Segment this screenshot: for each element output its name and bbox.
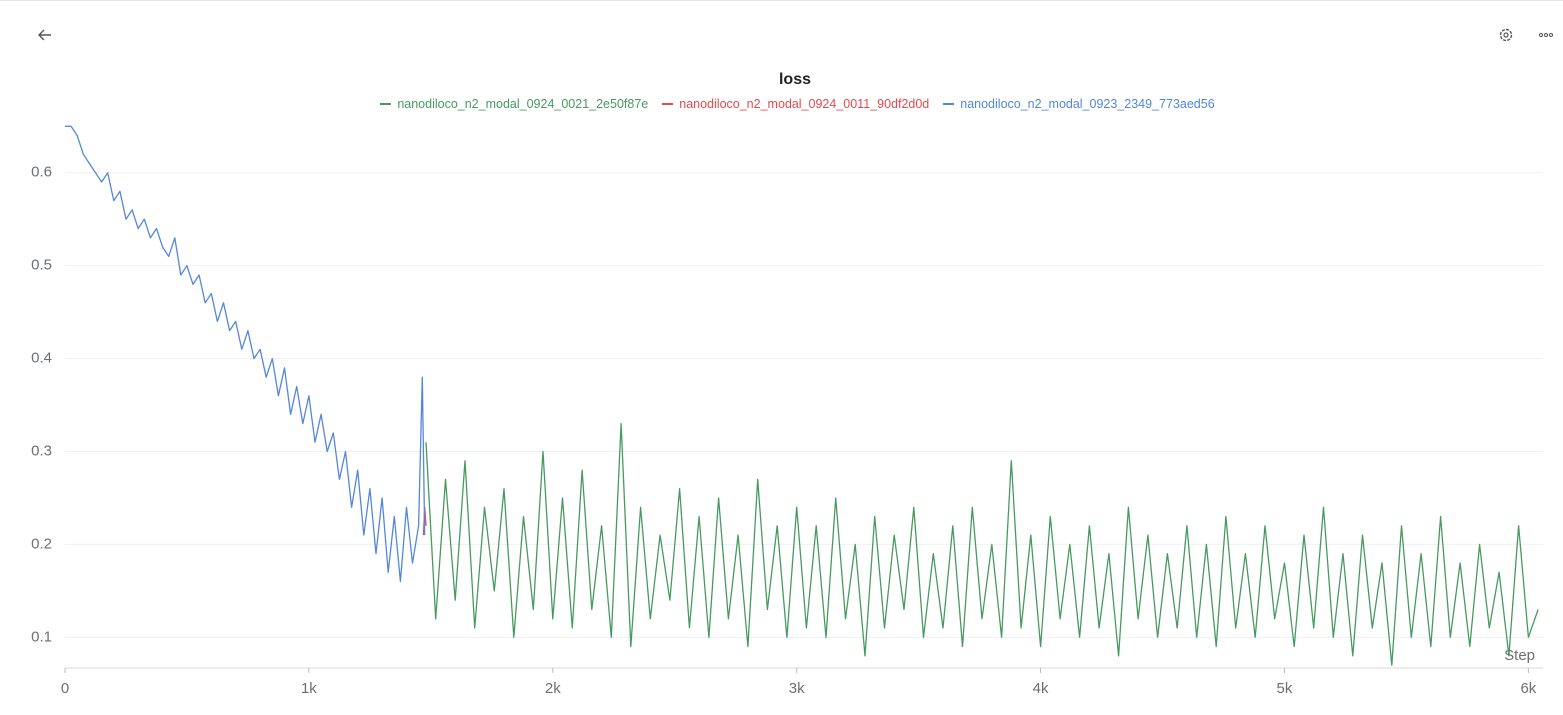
y-tick-label: 0.5	[31, 257, 52, 274]
x-tick-label: 3k	[789, 680, 805, 697]
chart-title: loss	[778, 71, 811, 88]
x-tick-label: 6k	[1520, 680, 1536, 697]
legend-label: nanodiloco_n2_modal_0923_2349_773aed56	[960, 97, 1215, 111]
y-tick-label: 0.6	[31, 164, 52, 181]
legend-label: nanodiloco_n2_modal_0924_0011_90df2d0d	[679, 97, 930, 111]
legend-entry[interactable]: nanodiloco_n2_modal_0924_0021_2e50f87e	[380, 97, 648, 111]
y-tick-label: 0.1	[31, 628, 52, 645]
x-tick-label: 1k	[301, 680, 317, 697]
legend-entry[interactable]: nanodiloco_n2_modal_0923_2349_773aed56	[943, 97, 1215, 111]
x-tick-label: 2k	[545, 680, 561, 697]
more-button[interactable]	[1539, 33, 1553, 37]
legend-swatch	[662, 103, 674, 105]
series-line	[425, 422, 1539, 666]
legend-label: nanodiloco_n2_modal_0924_0021_2e50f87e	[397, 97, 649, 111]
legend-entry[interactable]: nanodiloco_n2_modal_0924_0011_90df2d0d	[662, 97, 929, 111]
legend-swatch	[380, 103, 392, 105]
settings-button[interactable]	[1499, 28, 1513, 42]
x-tick-label: 4k	[1033, 680, 1049, 697]
series-line	[65, 125, 426, 583]
x-axis-label: Step	[1504, 647, 1535, 664]
y-tick-label: 0.3	[31, 442, 52, 459]
x-tick-label: 0	[61, 680, 69, 697]
back-button[interactable]	[38, 29, 51, 41]
legend: nanodiloco_n2_modal_0924_0021_2e50f87e na…	[0, 97, 1563, 111]
y-tick-label: 0.2	[31, 535, 52, 552]
y-tick-label: 0.4	[31, 350, 52, 367]
legend-swatch	[943, 103, 955, 105]
x-tick-label: 5k	[1277, 680, 1293, 697]
